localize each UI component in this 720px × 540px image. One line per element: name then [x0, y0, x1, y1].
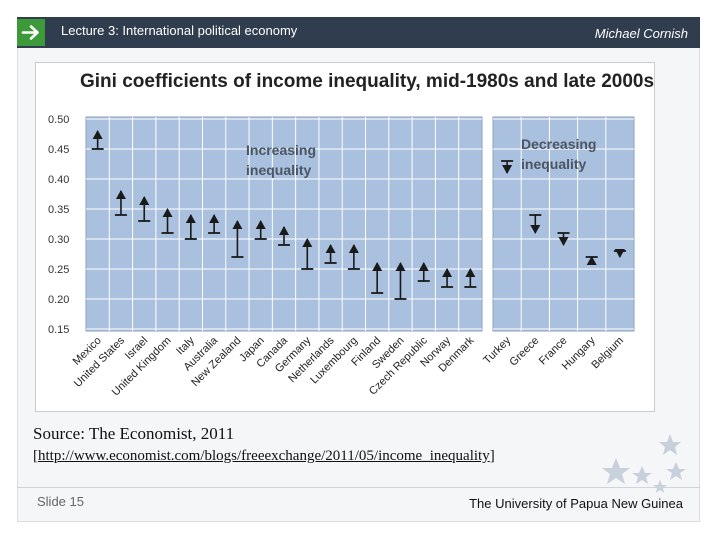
panel-label: Increasing: [246, 142, 316, 158]
source-citation: Source: The Economist, 2011: [33, 424, 235, 443]
y-tick-label: 0.50: [48, 114, 69, 126]
y-tick-label: 0.30: [48, 234, 69, 246]
late-2000s-marker: [348, 244, 359, 253]
late-2000s-marker: [558, 237, 569, 246]
late-2000s-marker: [325, 244, 336, 253]
late-2000s-marker: [442, 268, 453, 277]
late-2000s-marker: [92, 130, 103, 139]
author-name: Michael Cornish: [594, 26, 688, 41]
late-2000s-marker: [209, 214, 220, 223]
slide-header: [17, 17, 700, 48]
y-tick-label: 0.15: [48, 324, 69, 336]
category-label: Greece: [507, 335, 541, 369]
bracket-open: [: [33, 448, 38, 464]
late-2000s-marker: [302, 238, 313, 247]
gini-chart: Gini coefficients of income inequality, …: [48, 71, 654, 398]
late-2000s-marker: [530, 225, 541, 234]
plot-panel: [85, 116, 483, 332]
bracket-close: ]: [489, 448, 495, 464]
late-2000s-marker: [185, 214, 196, 223]
late-2000s-marker: [115, 190, 126, 199]
next-arrow-icon[interactable]: [17, 19, 45, 46]
decorative-stars-icon: [602, 434, 686, 493]
late-2000s-marker: [586, 256, 597, 265]
late-2000s-marker: [502, 165, 513, 174]
y-tick-label: 0.25: [48, 264, 69, 276]
chart-title: Gini coefficients of income inequality, …: [80, 71, 654, 92]
late-2000s-marker: [255, 220, 266, 229]
late-2000s-marker: [279, 226, 289, 235]
lecture-title: Lecture 3: International political econo…: [61, 23, 298, 38]
y-tick-label: 0.40: [48, 174, 69, 186]
panel-label: inequality: [521, 156, 587, 172]
source-link[interactable]: http://www.economist.com/blogs/freeexcha…: [38, 448, 490, 464]
slide-number: Slide 15: [37, 494, 84, 509]
late-2000s-marker: [372, 262, 383, 271]
panel-label: inequality: [246, 162, 312, 178]
panel-label: Decreasing: [521, 136, 596, 152]
y-tick-label: 0.45: [48, 144, 69, 156]
late-2000s-marker: [139, 196, 150, 205]
university-name: The University of Papua New Guinea: [469, 496, 683, 511]
late-2000s-marker: [232, 220, 243, 229]
y-tick-label: 0.20: [48, 294, 69, 306]
plot-panel: [492, 116, 635, 332]
chart-container: Gini coefficients of income inequality, …: [35, 62, 655, 412]
category-label: Belgium: [589, 335, 626, 372]
late-2000s-marker: [614, 249, 625, 258]
late-2000s-marker: [465, 268, 476, 277]
late-2000s-marker: [418, 262, 429, 271]
late-2000s-marker: [395, 262, 406, 271]
late-2000s-marker: [162, 208, 173, 217]
y-tick-label: 0.35: [48, 204, 69, 216]
footer-divider: [17, 487, 700, 488]
source-url-line: [http://www.economist.com/blogs/freeexch…: [33, 448, 495, 465]
